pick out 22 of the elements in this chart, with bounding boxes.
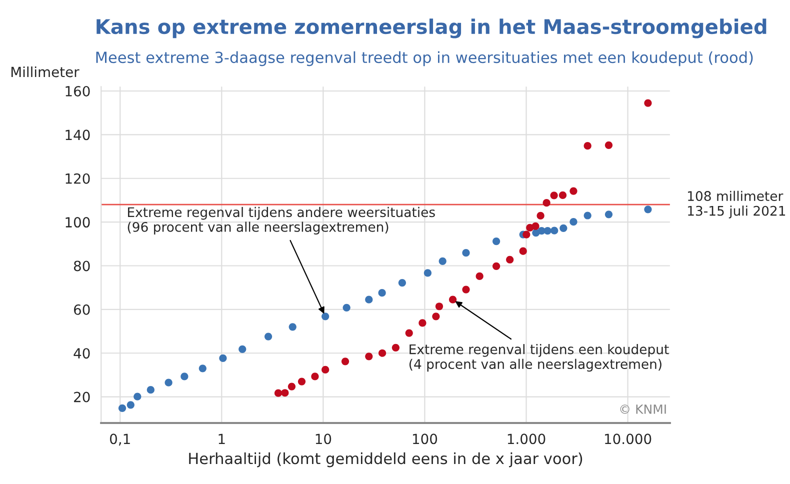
x-tick-label: 10.000	[605, 434, 652, 444]
ref-line-label: 108 millimeter 13-15 juli 2021	[688, 190, 786, 218]
y-tick-label: 100	[66, 217, 90, 228]
y-tick-label: 140	[66, 130, 90, 140]
y-axis-title: Millimeter	[11, 66, 80, 78]
annotation: © KNMI	[620, 404, 666, 414]
annotation: Extreme regenval tijdens andere weersituaties (96 procent van alle neerslagextremen)	[128, 206, 435, 234]
chart-subtitle: Meest extreme 3-daagse regenval treedt op in weersituaties met een koudeput (rood)	[96, 51, 753, 66]
y-tick-label: 80	[74, 260, 90, 272]
y-tick-label: 20	[74, 392, 90, 402]
y-tick-label: 160	[66, 86, 90, 96]
x-tick-label: 10	[316, 434, 332, 444]
chart-title: Kans op extreme zomerneerslag in het Maas-stroomgebied	[96, 18, 766, 38]
annotation: Extreme regenval tijdens een koudeput (4 procent van alle neerslagextremen)	[409, 344, 669, 372]
x-axis-title: Herhaaltijd (komt gemiddeld eens in de x jaar voor)	[189, 452, 582, 468]
x-tick-label: 100	[412, 434, 438, 444]
y-tick-label: 40	[74, 348, 90, 359]
y-tick-label: 60	[74, 304, 90, 315]
x-tick-label: 1	[218, 434, 225, 444]
x-tick-label: 0,1	[110, 434, 130, 446]
x-tick-label: 1.000	[508, 434, 546, 444]
y-tick-label: 120	[66, 173, 90, 184]
